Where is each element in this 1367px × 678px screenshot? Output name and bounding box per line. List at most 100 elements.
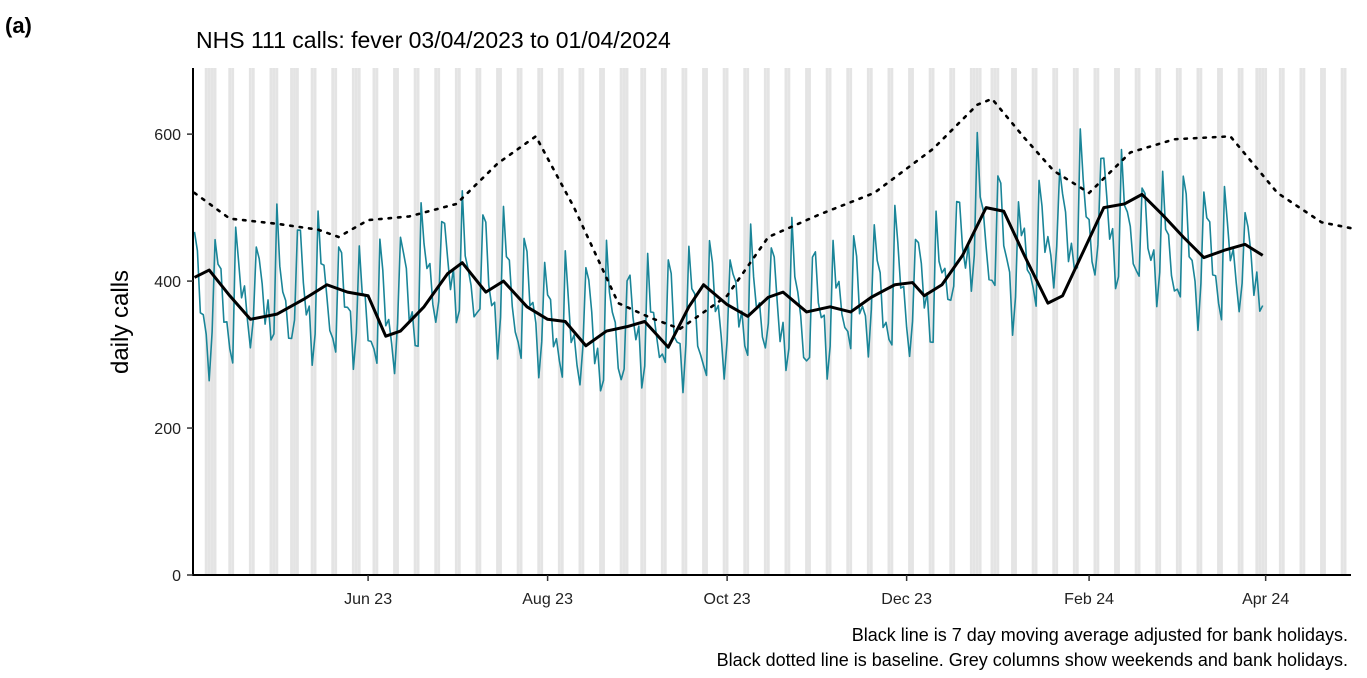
- shaded-day-column: [625, 68, 629, 575]
- weekend-shading: [204, 68, 1347, 575]
- shaded-day-column: [475, 68, 479, 575]
- shaded-day-column: [1281, 68, 1285, 575]
- shaded-day-column: [351, 68, 355, 575]
- shaded-day-column: [516, 68, 520, 575]
- shaded-day-column: [1155, 68, 1159, 575]
- shaded-day-column: [372, 68, 376, 575]
- shaded-day-column: [207, 68, 211, 575]
- shaded-day-column: [1343, 68, 1347, 575]
- shaded-day-column: [1114, 68, 1117, 575]
- shaded-day-column: [1258, 68, 1262, 575]
- shaded-day-column: [746, 68, 750, 575]
- shaded-day-column: [949, 68, 953, 575]
- shaded-day-column: [1278, 68, 1282, 575]
- shaded-day-column: [1117, 68, 1120, 575]
- shaded-day-column: [972, 68, 976, 575]
- shaded-day-column: [1323, 68, 1326, 575]
- shaded-day-column: [622, 68, 626, 575]
- moving-average-series: [193, 192, 1264, 349]
- shaded-day-column: [1217, 68, 1220, 575]
- shaded-day-column: [663, 68, 667, 575]
- x-tick-label: Dec 23: [881, 591, 932, 608]
- chart-title: NHS 111 calls: fever 03/04/2023 to 01/04…: [196, 27, 671, 53]
- shaded-day-column: [702, 68, 705, 575]
- shaded-day-column: [808, 68, 811, 575]
- shaded-day-column: [1261, 68, 1265, 575]
- shaded-day-column: [437, 68, 441, 575]
- daily-series: [193, 128, 1264, 394]
- shaded-day-column: [619, 68, 623, 575]
- shaded-day-column: [602, 68, 605, 575]
- x-tick-label: Oct 23: [704, 591, 751, 608]
- y-tick-label: 600: [154, 127, 181, 144]
- y-tick-label: 200: [154, 421, 181, 438]
- shaded-day-column: [743, 68, 747, 575]
- panel-label: (a): [5, 13, 32, 38]
- y-ticks: 0 200 400 600: [154, 127, 193, 585]
- shaded-day-column: [213, 68, 217, 575]
- shaded-day-column: [519, 68, 523, 575]
- shaded-day-column: [537, 68, 541, 575]
- shaded-day-column: [331, 68, 335, 575]
- shaded-day-column: [1134, 68, 1138, 575]
- baseline-line: [193, 97, 1353, 331]
- shaded-day-column: [763, 68, 767, 575]
- shaded-day-column: [1240, 68, 1244, 575]
- x-tick-label: Feb 24: [1064, 591, 1114, 608]
- shaded-day-column: [887, 68, 891, 575]
- shaded-day-column: [1072, 68, 1076, 575]
- x-ticks: Jun 23 Aug 23 Oct 23 Dec 23 Feb 24 Apr 24: [344, 575, 1289, 608]
- y-tick-label: 0: [172, 568, 181, 585]
- x-tick-label: Apr 24: [1242, 591, 1289, 608]
- shaded-day-column: [1158, 68, 1162, 575]
- shaded-day-column: [478, 68, 482, 575]
- shaded-day-column: [1299, 68, 1303, 575]
- shaded-day-column: [978, 68, 982, 575]
- shaded-day-column: [357, 68, 361, 575]
- shaded-day-column: [269, 68, 273, 575]
- shaded-day-column: [231, 68, 235, 575]
- shaded-day-column: [248, 68, 252, 575]
- shaded-day-column: [993, 68, 997, 575]
- shaded-day-column: [1137, 68, 1141, 575]
- shaded-day-column: [290, 68, 293, 575]
- shaded-day-column: [581, 68, 585, 575]
- shaded-day-column: [204, 68, 208, 575]
- shaded-day-column: [496, 68, 499, 575]
- shaded-day-column: [296, 68, 299, 575]
- shaded-day-column: [705, 68, 708, 575]
- shaded-day-column: [1199, 68, 1203, 575]
- shaded-day-column: [990, 68, 994, 575]
- baseline-series: [193, 97, 1353, 331]
- shaded-day-column: [928, 68, 932, 575]
- shaded-day-column: [908, 68, 911, 575]
- caption-line-2: Black dotted line is baseline. Grey colu…: [717, 650, 1348, 670]
- shaded-day-column: [1055, 68, 1059, 575]
- shaded-day-column: [1031, 68, 1035, 575]
- shaded-day-column: [1075, 68, 1079, 575]
- shaded-day-column: [1255, 68, 1259, 575]
- shaded-day-column: [375, 68, 379, 575]
- shaded-day-column: [1340, 68, 1344, 575]
- shaded-day-column: [825, 68, 829, 575]
- shaded-day-column: [975, 68, 979, 575]
- shaded-day-column: [1237, 68, 1241, 575]
- x-tick-label: Aug 23: [522, 591, 573, 608]
- shaded-day-column: [784, 68, 788, 575]
- moving-average-line: [193, 192, 1264, 349]
- shaded-day-column: [334, 68, 338, 575]
- shaded-day-column: [1320, 68, 1323, 575]
- shaded-day-column: [722, 68, 726, 575]
- shaded-day-column: [952, 68, 956, 575]
- shaded-day-column: [1034, 68, 1038, 575]
- shaded-day-column: [1052, 68, 1056, 575]
- shaded-day-column: [1220, 68, 1223, 575]
- shaded-day-column: [578, 68, 582, 575]
- caption-line-1: Black line is 7 day moving average adjus…: [852, 625, 1348, 645]
- shaded-day-column: [1264, 68, 1268, 575]
- shaded-day-column: [805, 68, 808, 575]
- shaded-day-column: [457, 68, 461, 575]
- shaded-day-column: [413, 68, 417, 575]
- shaded-day-column: [275, 68, 279, 575]
